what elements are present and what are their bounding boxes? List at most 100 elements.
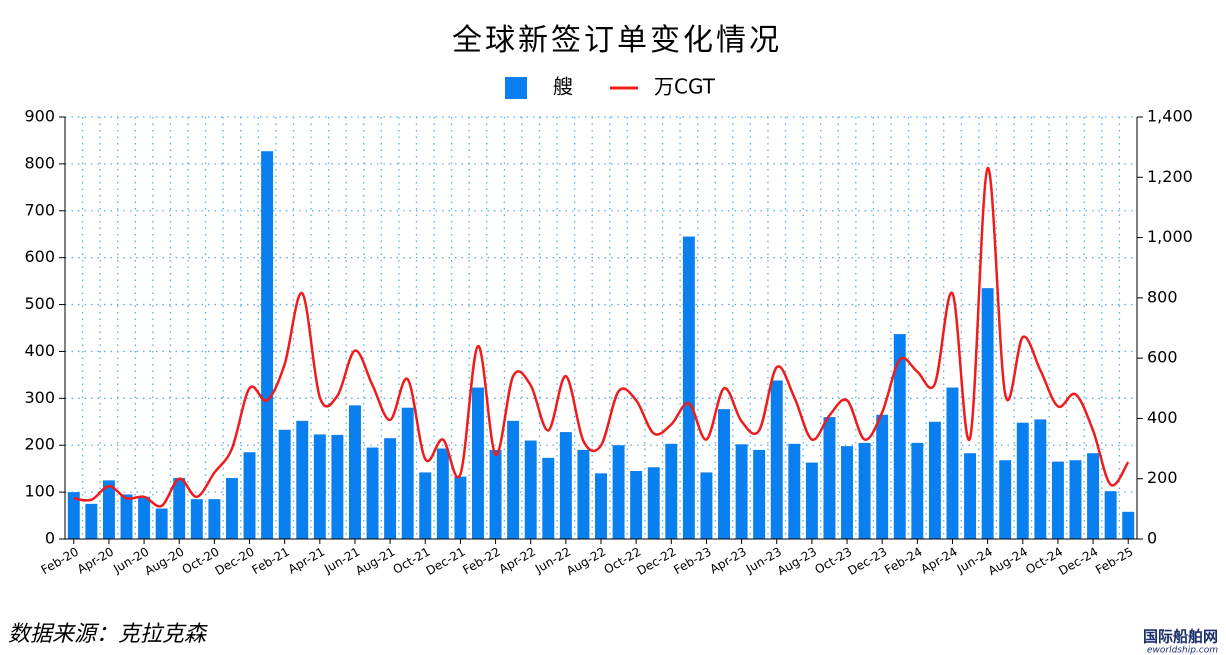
y-tick-label: 600 xyxy=(24,247,55,266)
bar xyxy=(718,409,730,539)
watermark-title: 国际船舶网 xyxy=(1143,628,1218,646)
x-tick-label: Apr-24 xyxy=(918,545,959,577)
bar xyxy=(296,420,309,539)
y2-tick-label: 600 xyxy=(1147,348,1178,367)
bar xyxy=(928,421,941,539)
bar xyxy=(735,444,748,539)
bar xyxy=(946,387,959,539)
y2-tick-label: 1,400 xyxy=(1147,107,1193,126)
x-tick-label: Dec-21 xyxy=(424,545,468,579)
bar xyxy=(120,494,133,539)
x-tick-label: Feb-25 xyxy=(1093,545,1135,578)
y-tick-label: 400 xyxy=(24,341,55,360)
x-tick-label: Apr-22 xyxy=(497,545,538,577)
bar xyxy=(190,499,203,539)
bar xyxy=(278,429,291,539)
bar xyxy=(85,503,98,539)
bar xyxy=(1087,453,1100,539)
y-tick-label: 0 xyxy=(45,529,55,548)
bar xyxy=(1051,461,1064,539)
bar xyxy=(577,449,590,539)
bar xyxy=(243,452,256,539)
x-tick-label: Dec-20 xyxy=(213,545,257,579)
x-tick-label: Apr-20 xyxy=(75,545,116,577)
bar xyxy=(559,432,572,539)
x-tick-label: Apr-21 xyxy=(286,545,327,577)
bar xyxy=(753,449,766,539)
bar xyxy=(647,467,660,539)
bar xyxy=(1104,491,1117,539)
legend-label: 万CGT xyxy=(654,75,716,99)
y2-tick-label: 1,200 xyxy=(1147,167,1193,186)
bar xyxy=(348,405,361,539)
x-tick-label: Aug-20 xyxy=(142,545,186,579)
y-tick-label: 300 xyxy=(24,388,55,407)
bar xyxy=(805,462,818,539)
y-tick-label: 500 xyxy=(24,294,55,313)
y2-tick-label: 400 xyxy=(1147,408,1178,427)
x-tick-label: Aug-22 xyxy=(564,545,608,579)
x-tick-label: Feb-24 xyxy=(882,545,924,578)
bar xyxy=(981,288,994,539)
bar xyxy=(700,472,713,539)
bar xyxy=(489,449,502,539)
y-tick-label: 800 xyxy=(24,153,55,172)
bar xyxy=(155,508,168,539)
bar xyxy=(876,414,889,539)
source: 数据来源：克拉克森 xyxy=(8,622,208,647)
chart-title: 全球新签订单变化情况 xyxy=(452,23,782,58)
x-tick-label: Aug-21 xyxy=(353,545,397,579)
bar xyxy=(823,417,836,539)
bar xyxy=(788,443,801,539)
bar xyxy=(401,407,414,539)
y-tick-label: 200 xyxy=(24,435,55,454)
bar xyxy=(682,236,695,540)
bar xyxy=(1069,460,1082,539)
bar xyxy=(102,480,115,539)
y2-tick-label: 1,000 xyxy=(1147,227,1193,246)
bar xyxy=(524,440,537,539)
bar xyxy=(595,473,607,539)
y2-tick-label: 200 xyxy=(1147,468,1178,487)
bar xyxy=(208,499,221,539)
x-tick-label: Dec-24 xyxy=(1056,545,1100,579)
bar xyxy=(858,442,871,539)
bar xyxy=(1034,419,1047,539)
bar xyxy=(1122,511,1135,539)
x-tick-label: Dec-22 xyxy=(634,545,678,579)
bar xyxy=(173,478,186,539)
bar xyxy=(841,446,854,539)
bar xyxy=(313,434,326,539)
x-tick-label: Feb-20 xyxy=(39,545,81,578)
y2-tick-label: 0 xyxy=(1147,529,1157,548)
bar xyxy=(384,438,397,539)
bar xyxy=(67,492,80,539)
x-tick-label: Aug-24 xyxy=(986,545,1030,579)
bar xyxy=(911,442,924,539)
watermark-url: eworldship.com xyxy=(1147,646,1218,655)
bar xyxy=(630,471,643,539)
bar xyxy=(999,460,1012,539)
y-tick-label: 700 xyxy=(24,200,55,219)
x-tick-label: Aug-23 xyxy=(775,545,819,579)
bar xyxy=(419,472,432,539)
x-tick-label: Feb-21 xyxy=(250,545,292,578)
x-tick-label: Apr-23 xyxy=(708,545,749,577)
x-tick-label: Dec-23 xyxy=(845,545,889,579)
bar xyxy=(770,380,783,539)
y-tick-label: 100 xyxy=(24,482,55,501)
bar xyxy=(454,476,467,539)
bar xyxy=(472,387,484,539)
x-tick-label: Feb-22 xyxy=(460,545,502,578)
legend-label: 艘 xyxy=(553,75,573,99)
legend-swatch xyxy=(505,77,527,99)
bar xyxy=(507,420,520,539)
bar xyxy=(225,478,238,539)
bar xyxy=(261,151,274,539)
bar xyxy=(665,443,678,539)
bar xyxy=(331,434,344,539)
bar xyxy=(612,445,625,539)
x-tick-label: Feb-23 xyxy=(671,545,713,578)
bar xyxy=(1016,422,1029,539)
y2-tick-label: 800 xyxy=(1147,287,1178,306)
